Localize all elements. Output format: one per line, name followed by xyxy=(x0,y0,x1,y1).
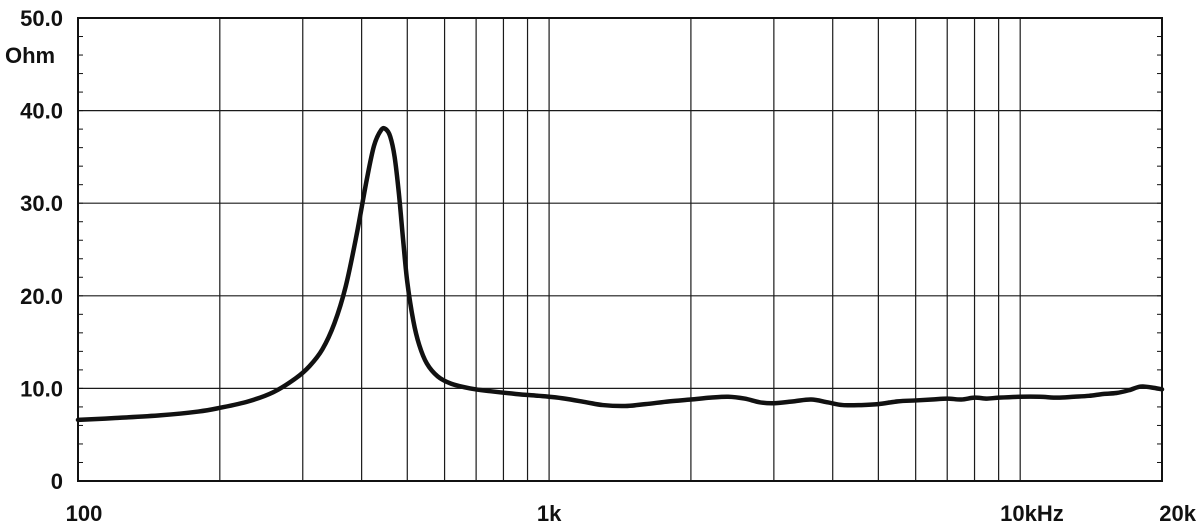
minor-ticks xyxy=(78,17,1162,482)
x-tick-label-10000: 10kHz xyxy=(1000,501,1064,526)
y-tick-label-30: 30.0 xyxy=(20,191,63,216)
x-axis-labels: 100 1k 10kHz 20k xyxy=(66,501,1197,526)
x-tick-label-100: 100 xyxy=(66,501,103,526)
y-axis-labels: 50.0 40.0 30.0 20.0 10.0 0 xyxy=(20,6,63,494)
y-tick-label-10: 10.0 xyxy=(20,376,63,401)
x-tick-label-20000: 20k xyxy=(1159,501,1196,526)
y-tick-label-0: 0 xyxy=(51,469,63,494)
grid xyxy=(78,17,1162,482)
plot-frame xyxy=(77,17,1163,482)
y-unit-label: Ohm xyxy=(5,43,55,68)
y-tick-label-20: 20.0 xyxy=(20,284,63,309)
y-tick-label-40: 40.0 xyxy=(20,99,63,124)
x-tick-label-1000: 1k xyxy=(537,501,562,526)
impedance-curve xyxy=(75,125,1165,423)
y-tick-label-50: 50.0 xyxy=(20,6,63,31)
